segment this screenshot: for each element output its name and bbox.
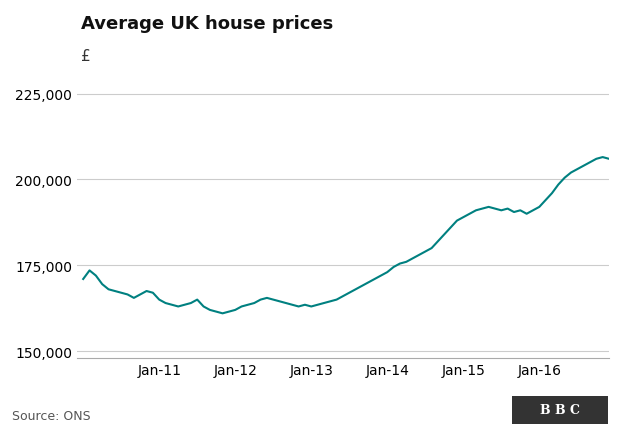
Text: B B C: B B C	[540, 403, 580, 417]
Text: Source: ONS: Source: ONS	[12, 409, 91, 422]
Text: Average UK house prices: Average UK house prices	[81, 15, 333, 33]
Text: £: £	[81, 49, 91, 64]
